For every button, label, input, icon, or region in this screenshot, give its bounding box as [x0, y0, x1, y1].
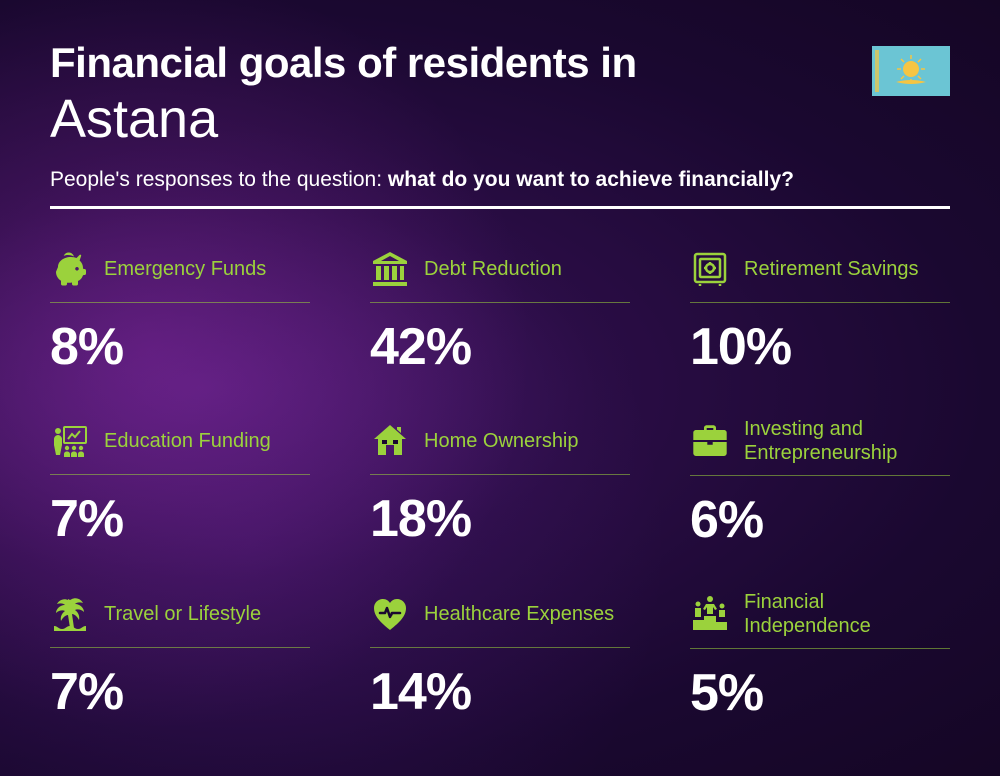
goal-item: Debt Reduction 42% — [370, 245, 630, 377]
header: Financial goals of residents in Astana — [50, 40, 950, 209]
goal-value: 14% — [370, 662, 630, 722]
goal-label: Travel or Lifestyle — [104, 602, 261, 626]
subtitle-prefix: People's responses to the question: — [50, 168, 388, 191]
goal-item: Financial Independence 5% — [690, 590, 950, 723]
goal-label: Debt Reduction — [424, 257, 562, 281]
goal-label: Home Ownership — [424, 429, 579, 453]
goal-value: 10% — [690, 317, 950, 377]
goal-value: 8% — [50, 317, 310, 377]
goal-value: 7% — [50, 662, 310, 722]
goal-item: Emergency Funds 8% — [50, 245, 310, 377]
goal-value: 18% — [370, 489, 630, 549]
goal-item: Education Funding 7% — [50, 417, 310, 550]
title-line-1: Financial goals of residents in — [50, 40, 637, 86]
subtitle: People's responses to the question: what… — [50, 168, 950, 192]
goal-label: Retirement Savings — [744, 257, 919, 281]
goal-label: Emergency Funds — [104, 257, 266, 281]
goal-value: 5% — [690, 663, 950, 723]
goal-label: Healthcare Expenses — [424, 602, 614, 626]
goal-label: Investing and Entrepreneurship — [744, 417, 950, 465]
goal-item: Home Ownership 18% — [370, 417, 630, 550]
goal-item: Travel or Lifestyle 7% — [50, 590, 310, 723]
goals-grid: Emergency Funds 8% Debt Reduction 42% Re… — [50, 245, 950, 723]
goal-value: 6% — [690, 490, 950, 550]
piggy-bank-icon — [50, 249, 90, 289]
heart-pulse-icon — [370, 594, 410, 634]
palm-tree-icon — [50, 594, 90, 634]
goal-item: Healthcare Expenses 14% — [370, 590, 630, 723]
goal-label: Education Funding — [104, 429, 271, 453]
subtitle-bold: what do you want to achieve financially? — [388, 168, 794, 191]
goal-value: 7% — [50, 489, 310, 549]
house-icon — [370, 421, 410, 461]
goal-item: Investing and Entrepreneurship 6% — [690, 417, 950, 550]
presentation-icon — [50, 421, 90, 461]
bank-icon — [370, 249, 410, 289]
safe-icon — [690, 249, 730, 289]
goal-item: Retirement Savings 10% — [690, 245, 950, 377]
header-divider — [50, 206, 950, 209]
flag-icon — [872, 46, 950, 96]
goal-label: Financial Independence — [744, 590, 950, 638]
title-line-2: Astana — [50, 88, 637, 150]
goal-value: 42% — [370, 317, 630, 377]
podium-icon — [690, 594, 730, 634]
briefcase-icon — [690, 421, 730, 461]
